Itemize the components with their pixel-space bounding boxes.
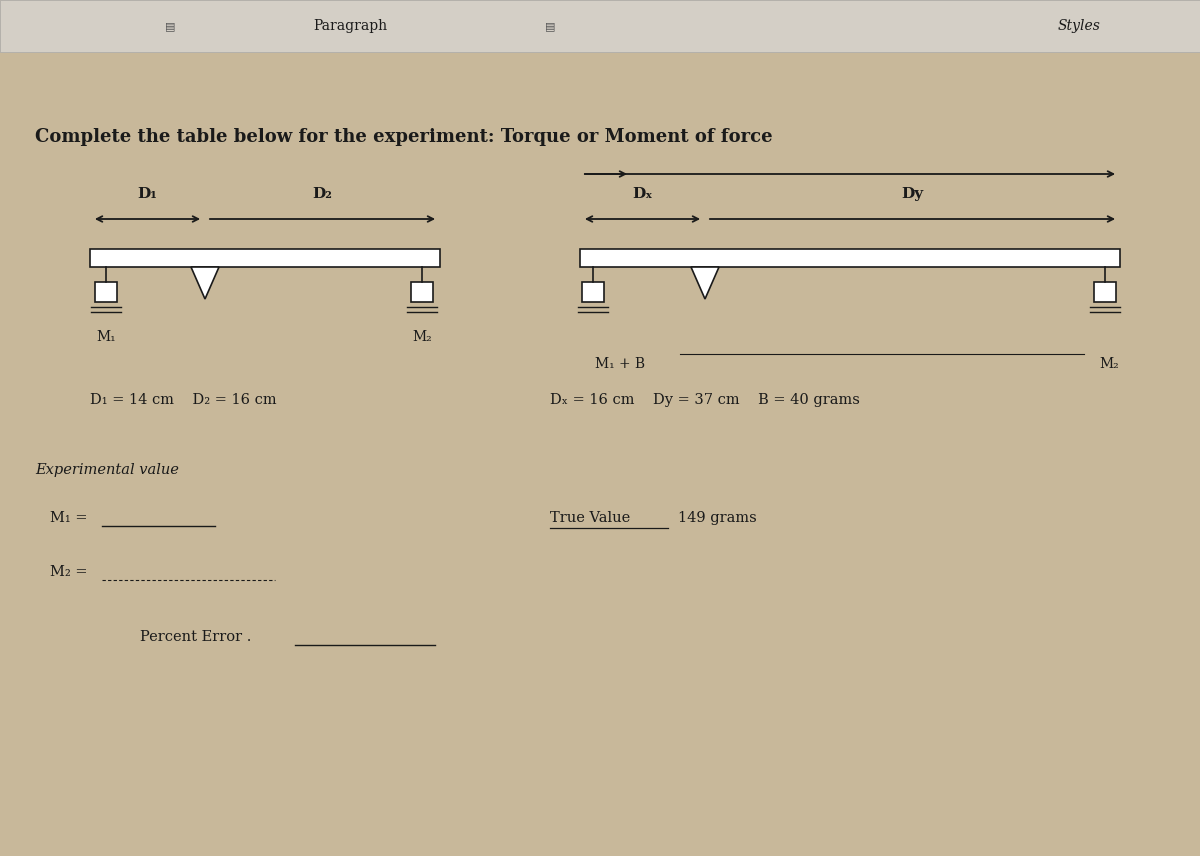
- Text: Dₓ = 16 cm    Dy = 37 cm    B = 40 grams: Dₓ = 16 cm Dy = 37 cm B = 40 grams: [550, 393, 860, 407]
- Polygon shape: [691, 267, 719, 299]
- Text: D₂: D₂: [312, 187, 332, 201]
- Text: Complete the table below for the experiment: Torque or Moment of force: Complete the table below for the experim…: [35, 128, 773, 146]
- Text: Dy: Dy: [901, 187, 924, 201]
- Text: D₁ = 14 cm    D₂ = 16 cm: D₁ = 14 cm D₂ = 16 cm: [90, 393, 277, 407]
- Bar: [0, 0, 1200, 52]
- Bar: [410, 282, 433, 302]
- Text: Experimental value: Experimental value: [35, 463, 179, 477]
- Text: M₂: M₂: [412, 330, 432, 344]
- Bar: [90, 249, 440, 267]
- Bar: [580, 249, 1120, 267]
- Bar: [1094, 282, 1116, 302]
- Text: M₁ + B: M₁ + B: [595, 357, 646, 371]
- Text: 149 grams: 149 grams: [678, 511, 757, 525]
- Text: ▤: ▤: [164, 21, 175, 31]
- Bar: [95, 282, 118, 302]
- Text: D₁: D₁: [138, 187, 157, 201]
- Text: ▤: ▤: [545, 21, 556, 31]
- Text: True Value: True Value: [550, 511, 630, 525]
- Text: M₁: M₁: [96, 330, 116, 344]
- Polygon shape: [191, 267, 220, 299]
- Text: Paragraph: Paragraph: [313, 19, 388, 33]
- Text: M₂ =: M₂ =: [50, 565, 88, 579]
- Text: Percent Error .: Percent Error .: [140, 630, 251, 644]
- Text: M₂: M₂: [1099, 357, 1118, 371]
- Text: M₁ =: M₁ =: [50, 511, 88, 525]
- Text: Dₓ: Dₓ: [632, 187, 653, 201]
- Text: Styles: Styles: [1057, 19, 1100, 33]
- Bar: [582, 282, 604, 302]
